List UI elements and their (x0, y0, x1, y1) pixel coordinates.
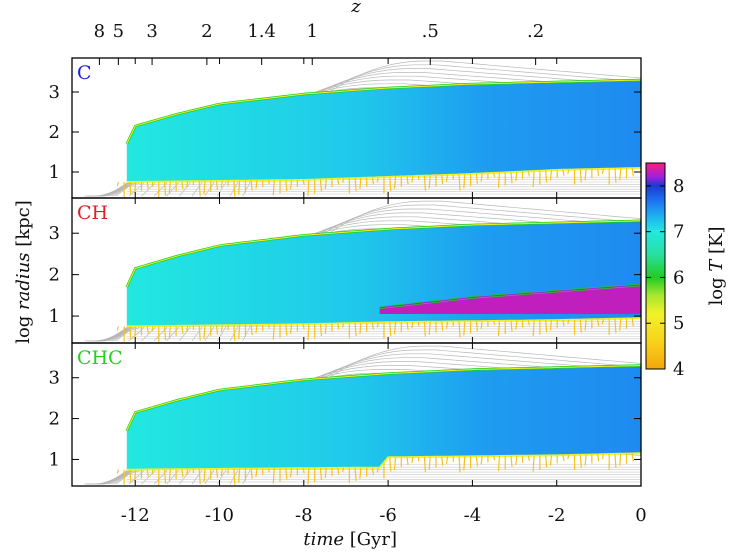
y-tick-label: 3 (49, 368, 60, 389)
z-tick-label: 3 (146, 21, 157, 42)
colorbar-label-prefix: log (706, 272, 727, 306)
hot-gas-region (126, 80, 641, 182)
x-tick-label: -12 (121, 505, 150, 526)
y-axis-label-unit: [kpc] (13, 200, 34, 252)
y-axis-label: log radius [kpc] (13, 200, 34, 344)
y-axis-label-group: log radius [kpc] (13, 200, 34, 344)
colorbar-tick-label: 4 (673, 359, 684, 380)
colorbar-tick-label: 8 (673, 176, 684, 197)
hot-core (379, 285, 641, 314)
panel-label: CH (77, 202, 108, 224)
y-tick-label: 1 (49, 306, 60, 327)
y-tick-label: 2 (49, 265, 60, 286)
cold-filaments (116, 318, 634, 343)
x-tick-label: 0 (635, 505, 646, 526)
x-tick-label: -10 (205, 505, 234, 526)
z-tick-label: 2 (201, 21, 212, 42)
colorbar-gradient (645, 162, 666, 370)
panel-ch: CH 1 2 3 (49, 197, 642, 344)
panel-label: C (77, 62, 92, 84)
y-tick-label: 1 (49, 162, 60, 183)
x-tick-label: -8 (295, 505, 313, 526)
colorbar-label-group: log T [K] (706, 226, 727, 305)
z-tick-label: .5 (422, 21, 439, 42)
panel-label: CHC (77, 347, 123, 369)
hot-gas-region (126, 365, 641, 470)
x-tick-label: -6 (379, 505, 397, 526)
outer-boundary-edge (126, 79, 641, 145)
z-tick-label: .2 (527, 21, 544, 42)
z-tick-label: 1.4 (247, 21, 276, 42)
z-tick-label: 5 (113, 21, 124, 42)
panel-c: C 1 2 3 (49, 57, 642, 199)
y-tick-label: 3 (49, 82, 60, 103)
colorbar-tick-label: 6 (673, 267, 684, 288)
z-tick-label: 1 (307, 21, 318, 42)
outer-boundary-edge (126, 220, 641, 288)
x-axis-label: time [Gyr] (303, 529, 397, 550)
cold-filaments (116, 168, 634, 198)
colorbar: 4 5 6 7 8 log T [K] (645, 162, 727, 380)
y-tick-label: 3 (49, 223, 60, 244)
y-tick-label: 1 (49, 449, 60, 470)
x-tick-label: -4 (464, 505, 482, 526)
x-tick-label: -2 (548, 505, 566, 526)
panel-frame (71, 342, 642, 487)
top-axis: 8 5 3 2 1.4 1 .5 .2 z (94, 0, 544, 65)
x-axis-label-var: time (303, 529, 344, 550)
z-axis-label: z (350, 0, 361, 17)
colorbar-label: log T [K] (706, 226, 727, 305)
colorbar-tick-label: 7 (673, 222, 684, 243)
hot-core-edge-inner (379, 284, 641, 309)
x-axis-label-unit: [Gyr] (344, 529, 397, 550)
cold-filaments (116, 453, 634, 486)
colorbar-label-unit: [K] (706, 226, 727, 259)
y-axis-label-prefix: log (13, 310, 34, 344)
y-tick-label: 2 (49, 122, 60, 143)
colorbar-tick-label: 5 (673, 313, 684, 334)
x-axis: -12 -10 -8 -6 -4 -2 0 time [Gyr] (121, 505, 647, 550)
y-axis-label-var: radius (13, 252, 34, 309)
z-tick-label: 8 (94, 21, 105, 42)
outer-boundary-edge (126, 365, 641, 432)
colorbar-label-var: T (706, 258, 727, 272)
y-tick-label: 2 (49, 409, 60, 430)
panel-chc: CHC 1 2 3 (49, 342, 642, 487)
